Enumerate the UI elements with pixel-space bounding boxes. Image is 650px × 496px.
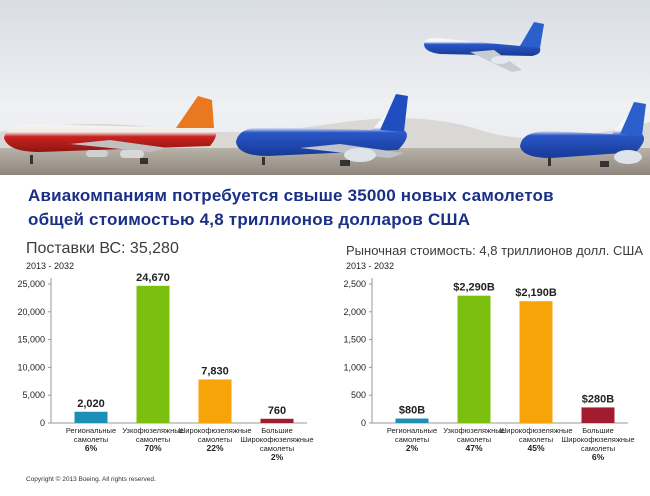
deliveries-category-label-large-widebody: Широкофюзеляжные	[240, 435, 313, 444]
market-value-category-label-large-widebody: Большие	[582, 426, 614, 435]
boeing-787-plane	[520, 102, 646, 167]
market-value-chart-title: Рыночная стоимость: 4,8 триллионов долл.…	[346, 243, 644, 258]
deliveries-category-label-widebody: Широкофюзеляжные	[178, 426, 251, 435]
deliveries-category-label-narrowbody: 70%	[144, 443, 161, 453]
deliveries-value-label-large-widebody: 760	[268, 405, 286, 417]
deliveries-value-label-widebody: 7,830	[201, 365, 229, 377]
market-value-category-label-large-widebody: самолеты	[581, 444, 615, 453]
deliveries-category-label-widebody: самолеты	[198, 435, 232, 444]
market-value-bar-regional	[395, 418, 429, 423]
deliveries-category-label-large-widebody: Большие	[261, 426, 293, 435]
deliveries-category-label-narrowbody: самолеты	[136, 435, 170, 444]
market-value-category-label-regional: 2%	[406, 443, 419, 453]
market-value-category-label-regional: самолеты	[395, 435, 429, 444]
market-value-category-label-regional: Региональные	[387, 426, 437, 435]
market-value-bar-large-widebody	[581, 407, 615, 423]
deliveries-category-label-regional: Региональные	[66, 426, 116, 435]
deliveries-value-label-narrowbody: 24,670	[136, 272, 170, 284]
deliveries-bar-widebody	[198, 379, 232, 423]
deliveries-bar-large-widebody	[260, 418, 294, 423]
market-value-y-tick-label: 500	[351, 390, 366, 400]
market-value-bar-chart: 0 500 1,000 1,500 2,000 2,500 $80B Региональные…	[343, 278, 635, 462]
boeing-737-flying-plane	[424, 22, 544, 72]
copyright-text: Copyright © 2013 Boeing. All rights rese…	[26, 476, 156, 483]
market-value-category-label-widebody: самолеты	[519, 435, 553, 444]
market-value-y-tick-label: 1,500	[343, 335, 366, 345]
market-value-category-label-narrowbody: самолеты	[457, 435, 491, 444]
deliveries-y-tick-label: 15,000	[17, 335, 45, 345]
market-value-chart-period: 2013 - 2032	[346, 261, 395, 271]
deliveries-chart-period: 2013 - 2032	[26, 261, 75, 271]
deliveries-category-label-widebody: 22%	[206, 443, 223, 453]
market-value-y-tick-label: 0	[361, 418, 366, 428]
market-value-category-label-widebody: 45%	[527, 443, 544, 453]
market-value-value-label-large-widebody: $280B	[582, 393, 614, 405]
deliveries-bar-chart: 0 5,000 10,000 15,000 20,000 25,000 2,020 Регио…	[17, 272, 313, 462]
deliveries-bar-regional	[74, 411, 108, 423]
deliveries-category-label-regional: самолеты	[74, 435, 108, 444]
hero-airplanes-image	[0, 0, 650, 175]
deliveries-bar-narrowbody	[136, 285, 170, 423]
market-value-y-tick-label: 1,000	[343, 362, 366, 372]
deliveries-category-label-narrowbody: Узкофюзеляжные	[122, 426, 184, 435]
headline-line-1: Авиакомпаниям потребуется свыше 35000 но…	[28, 186, 554, 205]
market-value-bar-widebody	[519, 301, 553, 423]
boeing-777-plane	[236, 94, 408, 166]
market-value-y-tick-label: 2,000	[343, 307, 366, 317]
deliveries-category-label-regional: 6%	[85, 443, 98, 453]
boeing-747-plane	[4, 96, 217, 164]
deliveries-y-tick-label: 20,000	[17, 307, 45, 317]
market-value-value-label-regional: $80B	[399, 405, 425, 417]
market-value-category-label-large-widebody: 6%	[592, 452, 605, 462]
deliveries-value-label-regional: 2,020	[77, 398, 105, 410]
market-value-category-label-large-widebody: Широкофюзеляжные	[561, 435, 634, 444]
headline-line-2: общей стоимостью 4,8 триллионов долларов…	[28, 210, 471, 229]
deliveries-y-tick-label: 10,000	[17, 362, 45, 372]
deliveries-category-label-large-widebody: самолеты	[260, 444, 294, 453]
market-value-category-label-narrowbody: Узкофюзеляжные	[443, 426, 505, 435]
market-value-value-label-widebody: $2,190B	[515, 287, 557, 299]
deliveries-y-tick-label: 5,000	[22, 390, 45, 400]
market-value-bar-narrowbody	[457, 295, 491, 423]
market-value-category-label-narrowbody: 47%	[465, 443, 482, 453]
deliveries-category-label-large-widebody: 2%	[271, 452, 284, 462]
deliveries-y-tick-label: 0	[40, 418, 45, 428]
market-value-value-label-narrowbody: $2,290B	[453, 282, 495, 294]
deliveries-y-tick-label: 25,000	[17, 279, 45, 289]
market-value-y-tick-label: 2,500	[343, 279, 366, 289]
market-value-category-label-widebody: Широкофюзеляжные	[499, 426, 572, 435]
deliveries-chart-title: Поставки ВС: 35,280	[26, 240, 179, 257]
